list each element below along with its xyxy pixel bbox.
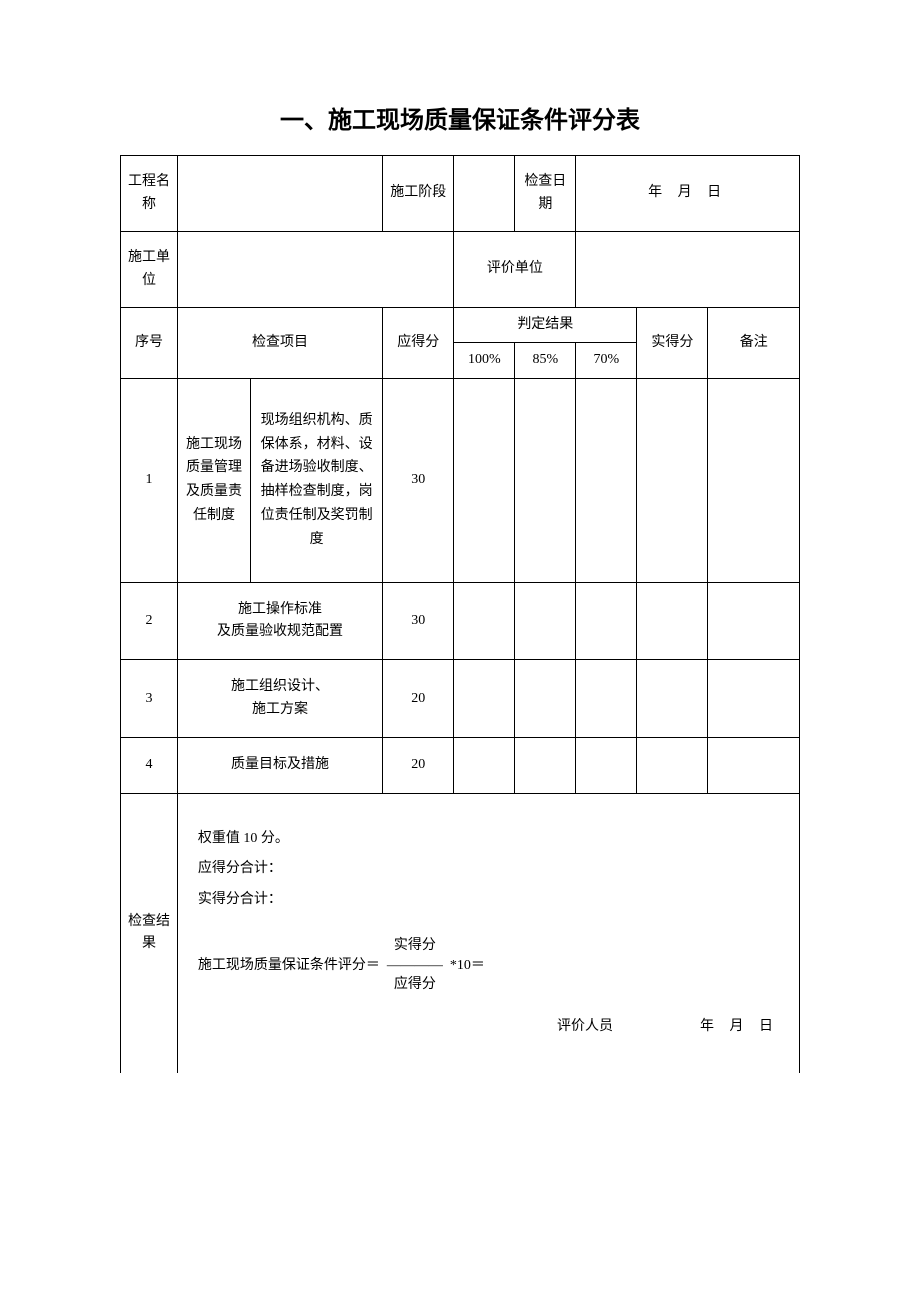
- row-remark: [708, 660, 800, 738]
- row-pct-70: [576, 582, 637, 660]
- row-pct-70: [576, 378, 637, 582]
- row-item-main: 质量目标及措施: [177, 738, 382, 793]
- col-pct-70: 70%: [576, 343, 637, 378]
- row-seq: 1: [121, 378, 178, 582]
- row-actual: [637, 378, 708, 582]
- row-actual: [637, 738, 708, 793]
- col-deserved: 应得分: [383, 308, 454, 379]
- col-pct-100: 100%: [454, 343, 515, 378]
- result-label: 检查结果: [121, 793, 178, 1073]
- row-deserved: 20: [383, 738, 454, 793]
- row-item-detail: 现场组织机构、质保体系，材料、设备进场验收制度、抽样检查制度，岗位责任制及奖罚制…: [251, 378, 383, 582]
- row-seq: 2: [121, 582, 178, 660]
- eval-unit-value: [576, 232, 800, 308]
- phase-label: 施工阶段: [383, 156, 454, 232]
- construction-unit-value: [177, 232, 453, 308]
- col-remark: 备注: [708, 308, 800, 379]
- row-item-main: 施工组织设计、 施工方案: [177, 660, 382, 738]
- row-pct-85: [515, 660, 576, 738]
- row-pct-85: [515, 378, 576, 582]
- row-remark: [708, 378, 800, 582]
- row-pct-85: [515, 582, 576, 660]
- row-pct-100: [454, 378, 515, 582]
- col-judgment: 判定结果: [454, 308, 637, 343]
- phase-value: [454, 156, 515, 232]
- row-actual: [637, 582, 708, 660]
- row-pct-100: [454, 660, 515, 738]
- row-item-main: 施工现场质量管理及质量责任制度: [177, 378, 250, 582]
- check-date-value: 年 月 日: [576, 156, 800, 232]
- project-name-value: [177, 156, 382, 232]
- col-actual: 实得分: [637, 308, 708, 379]
- project-name-label: 工程名称: [121, 156, 178, 232]
- row-deserved: 30: [383, 582, 454, 660]
- formula-prefix: 施工现场质量保证条件评分＝: [198, 956, 380, 976]
- row-pct-100: [454, 738, 515, 793]
- row-remark: [708, 582, 800, 660]
- check-date-label: 检查日期: [515, 156, 576, 232]
- row-pct-70: [576, 660, 637, 738]
- row-pct-70: [576, 738, 637, 793]
- row-pct-85: [515, 738, 576, 793]
- scoring-table: 工程名称 施工阶段 检查日期 年 月 日 施工单位 评价单位 序号 检查项目 应…: [120, 155, 800, 1073]
- row-pct-100: [454, 582, 515, 660]
- construction-unit-label: 施工单位: [121, 232, 178, 308]
- result-content: 权重值 10 分。 应得分合计： 实得分合计： 施工现场质量保证条件评分＝ 实得…: [177, 793, 799, 1073]
- eval-unit-label: 评价单位: [454, 232, 576, 308]
- formula-suffix: *10＝: [450, 956, 485, 976]
- deserved-total: 应得分合计：: [198, 854, 779, 885]
- evaluator-label: 评价人员: [557, 1019, 613, 1034]
- row-deserved: 20: [383, 660, 454, 738]
- col-check-item: 检查项目: [177, 308, 382, 379]
- formula-fraction: 实得分 ———— 应得分: [384, 936, 446, 995]
- row-item-main: 施工操作标准 及质量验收规范配置: [177, 582, 382, 660]
- col-pct-85: 85%: [515, 343, 576, 378]
- row-deserved: 30: [383, 378, 454, 582]
- page-title: 一、施工现场质量保证条件评分表: [120, 100, 800, 135]
- row-remark: [708, 738, 800, 793]
- row-seq: 3: [121, 660, 178, 738]
- weight-text: 权重值 10 分。: [198, 824, 779, 855]
- row-seq: 4: [121, 738, 178, 793]
- footer-date: 年 月 日: [700, 1019, 779, 1034]
- col-seq: 序号: [121, 308, 178, 379]
- row-actual: [637, 660, 708, 738]
- actual-total: 实得分合计：: [198, 885, 779, 916]
